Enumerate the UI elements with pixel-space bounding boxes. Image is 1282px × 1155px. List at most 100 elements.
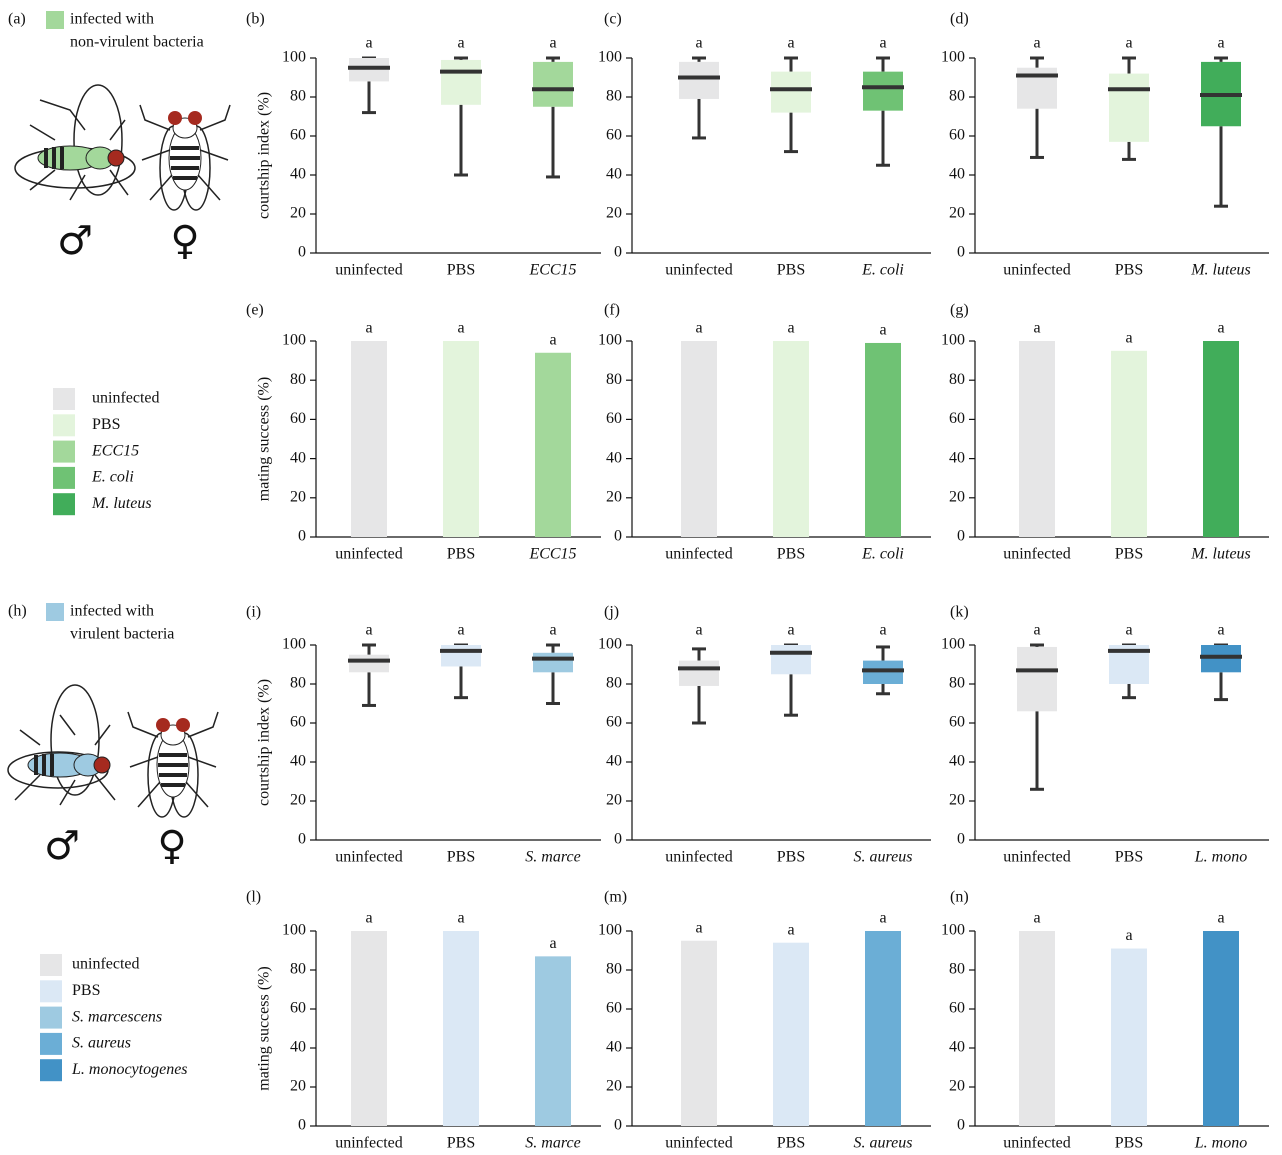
y-tick-label: 40 — [606, 166, 622, 183]
legend-label: S. marcescens — [72, 1008, 162, 1025]
box — [533, 653, 573, 673]
y-tick-label: 40 — [949, 449, 965, 466]
annotation: a — [1125, 329, 1132, 346]
bar — [443, 931, 479, 1126]
y-tick-label: 80 — [949, 961, 965, 978]
annotation: a — [695, 35, 702, 52]
y-tick-label: 100 — [282, 922, 306, 939]
x-tick-label: PBS — [1115, 262, 1143, 279]
legend-label: uninfected — [72, 956, 140, 973]
x-tick-label: E. coli — [861, 262, 904, 279]
x-tick-label: S. marce — [525, 849, 580, 866]
x-tick-label: uninfected — [335, 1135, 403, 1152]
y-tick-label: 80 — [949, 88, 965, 105]
x-tick-label: PBS — [447, 1135, 475, 1152]
bar — [535, 353, 571, 537]
y-tick-label: 20 — [606, 1078, 622, 1095]
bar — [535, 956, 571, 1126]
y-tick-label: 60 — [949, 1000, 965, 1017]
annotation: a — [695, 919, 702, 936]
x-tick-label: uninfected — [665, 1135, 733, 1152]
y-tick-label: 60 — [949, 410, 965, 427]
bar — [1111, 351, 1147, 537]
legend-label: ECC15 — [91, 442, 139, 459]
legend-swatch — [40, 980, 62, 1002]
y-tick-label: 60 — [606, 410, 622, 427]
bar — [865, 343, 901, 537]
annotation: a — [549, 622, 556, 639]
x-tick-label: PBS — [1115, 546, 1143, 563]
x-tick-label: S. marce — [525, 1135, 580, 1152]
legend-label: PBS — [92, 416, 120, 433]
y-tick-label: 0 — [957, 831, 965, 848]
y-tick-label: 40 — [606, 449, 622, 466]
box — [441, 645, 481, 666]
y-tick-label: 0 — [957, 528, 965, 545]
x-tick-label: PBS — [777, 849, 805, 866]
bar — [1111, 949, 1147, 1126]
y-tick-label: 80 — [290, 675, 306, 692]
y-tick-label: 40 — [290, 449, 306, 466]
y-axis-label: mating success (%) — [256, 377, 273, 501]
x-tick-label: L. mono — [1194, 1135, 1247, 1152]
bar — [1203, 341, 1239, 537]
legend-swatch — [46, 603, 64, 621]
y-tick-label: 80 — [949, 371, 965, 388]
legend-swatch — [40, 1059, 62, 1081]
y-tick-label: 100 — [282, 49, 306, 66]
y-tick-label: 100 — [282, 636, 306, 653]
y-tick-label: 100 — [941, 332, 965, 349]
y-tick-label: 100 — [598, 922, 622, 939]
legend-label: L. monocytogenes — [71, 1061, 188, 1078]
annotation: a — [457, 910, 464, 927]
x-tick-label: PBS — [447, 546, 475, 563]
legend-swatch — [53, 441, 75, 463]
y-tick-label: 60 — [949, 714, 965, 731]
y-tick-label: 100 — [941, 49, 965, 66]
panel-caption: virulent bacteria — [70, 626, 174, 643]
box — [1017, 647, 1057, 711]
box — [863, 72, 903, 111]
legend-swatch — [53, 493, 75, 515]
x-tick-label: uninfected — [1003, 546, 1071, 563]
y-tick-label: 40 — [949, 166, 965, 183]
x-tick-label: uninfected — [665, 849, 733, 866]
annotation: a — [879, 35, 886, 52]
panel-label: (c) — [604, 11, 622, 28]
annotation: a — [1033, 35, 1040, 52]
panel-caption: infected with — [70, 11, 154, 28]
annotation: a — [457, 622, 464, 639]
bar — [1203, 931, 1239, 1126]
legend-swatch — [40, 954, 62, 976]
y-tick-label: 40 — [290, 1039, 306, 1056]
x-tick-label: uninfected — [335, 262, 403, 279]
annotation: a — [695, 320, 702, 337]
y-tick-label: 0 — [298, 528, 306, 545]
y-tick-label: 0 — [614, 1117, 622, 1134]
legend-label: M. luteus — [91, 495, 152, 512]
panel-label: (k) — [950, 604, 969, 621]
y-tick-label: 20 — [606, 792, 622, 809]
y-tick-label: 0 — [614, 831, 622, 848]
y-tick-label: 0 — [614, 244, 622, 261]
annotation: a — [1217, 910, 1224, 927]
bar — [681, 941, 717, 1126]
annotation: a — [695, 622, 702, 639]
y-tick-label: 60 — [290, 714, 306, 731]
y-tick-label: 80 — [290, 371, 306, 388]
y-tick-label: 60 — [290, 127, 306, 144]
panel-caption: non-virulent bacteria — [70, 34, 204, 51]
x-tick-label: E. coli — [861, 546, 904, 563]
annotation: a — [787, 320, 794, 337]
y-tick-label: 0 — [298, 244, 306, 261]
y-tick-label: 100 — [941, 636, 965, 653]
x-tick-label: PBS — [777, 1135, 805, 1152]
annotation: a — [1125, 35, 1132, 52]
annotation: a — [457, 320, 464, 337]
y-tick-label: 80 — [606, 371, 622, 388]
y-tick-label: 80 — [606, 88, 622, 105]
annotation: a — [365, 320, 372, 337]
y-tick-label: 20 — [949, 205, 965, 222]
annotation: a — [457, 35, 464, 52]
y-tick-label: 0 — [957, 1117, 965, 1134]
